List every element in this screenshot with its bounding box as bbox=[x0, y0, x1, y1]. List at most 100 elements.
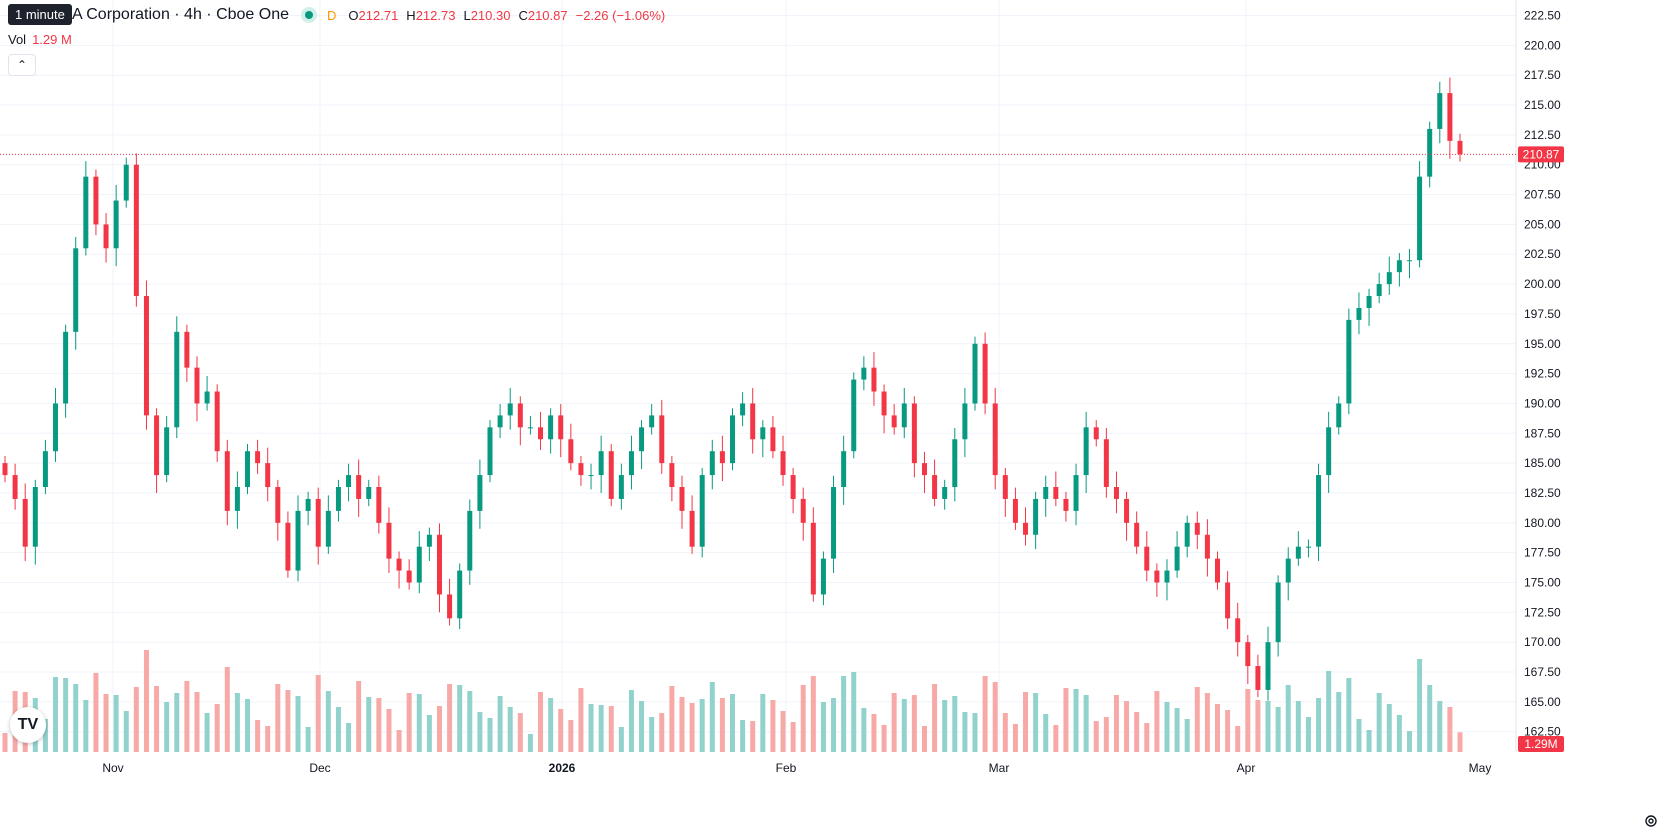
volume-bar bbox=[598, 705, 604, 752]
volume-bar bbox=[123, 711, 129, 752]
price-tick-label: 195.00 bbox=[1524, 337, 1561, 351]
volume-bar bbox=[709, 682, 715, 752]
low-value: 210.30 bbox=[470, 7, 511, 23]
candle-body bbox=[932, 475, 938, 499]
candle-body bbox=[649, 415, 655, 428]
volume-bar bbox=[507, 707, 513, 752]
volume-bar bbox=[83, 700, 89, 752]
candle-body bbox=[1103, 439, 1109, 488]
price-tick-label: 170.00 bbox=[1524, 635, 1561, 649]
volume-bar bbox=[1204, 693, 1210, 752]
open-value: 212.71 bbox=[358, 7, 399, 23]
candle-body bbox=[315, 498, 321, 547]
candle-body bbox=[1245, 642, 1251, 667]
volume-bar bbox=[538, 692, 544, 752]
close-label: C bbox=[518, 7, 528, 23]
candle-body bbox=[911, 403, 917, 464]
candle-body bbox=[689, 510, 695, 547]
time-tick-label: Mar bbox=[989, 761, 1010, 775]
candle-body bbox=[1033, 498, 1039, 535]
price-tick-label: 172.50 bbox=[1524, 605, 1561, 619]
candle-body bbox=[1386, 272, 1392, 285]
volume-bar bbox=[1063, 688, 1069, 752]
volume-bar bbox=[487, 718, 493, 752]
candle-body bbox=[174, 331, 180, 428]
candle-body bbox=[1255, 666, 1261, 690]
candle-body bbox=[255, 451, 261, 464]
price-tick-label: 212.50 bbox=[1524, 128, 1561, 142]
candle-body bbox=[416, 546, 422, 583]
volume-bar bbox=[63, 678, 69, 752]
volume-badge bbox=[1518, 736, 1564, 752]
volume-bar bbox=[770, 700, 776, 752]
volume-bar bbox=[1265, 701, 1271, 752]
price-tick-label: 197.50 bbox=[1524, 307, 1561, 321]
volume-bar bbox=[275, 684, 281, 752]
market-status-icon[interactable] bbox=[301, 7, 318, 23]
price-tick-label: 162.50 bbox=[1524, 725, 1561, 739]
candle-body bbox=[770, 427, 776, 452]
volume-bar bbox=[245, 699, 250, 752]
volume-bar bbox=[1144, 723, 1150, 752]
volume-bar bbox=[436, 706, 442, 752]
candle-body bbox=[1174, 546, 1180, 571]
tradingview-logo-icon[interactable]: TV bbox=[10, 707, 46, 743]
candle-body bbox=[1093, 427, 1099, 440]
price-tick-label: 167.50 bbox=[1524, 665, 1561, 679]
volume-bar bbox=[315, 675, 321, 752]
change-value: −2.26 (−1.06%) bbox=[575, 7, 666, 23]
chevron-up-icon: ⌃ bbox=[16, 58, 28, 72]
volume-bar bbox=[527, 734, 533, 752]
candle-body bbox=[133, 164, 139, 297]
candle-body bbox=[659, 415, 665, 464]
candle-body bbox=[245, 451, 250, 488]
candle-body bbox=[992, 403, 998, 476]
volume-bar bbox=[982, 676, 988, 752]
collapse-legend-button[interactable]: ⌃ bbox=[8, 54, 36, 76]
candle-body bbox=[517, 403, 523, 428]
volume-bar bbox=[679, 697, 685, 752]
price-tick-label: 220.00 bbox=[1524, 38, 1561, 52]
close-value: 210.87 bbox=[527, 7, 568, 23]
candle-body bbox=[1366, 296, 1372, 308]
time-tick-label: Nov bbox=[102, 761, 123, 775]
volume-bar bbox=[154, 686, 160, 752]
candle-body bbox=[386, 522, 392, 559]
price-tick-label: 202.50 bbox=[1524, 247, 1561, 261]
symbol-legend: A Corporation · 4h · Cboe One D O212.71 … bbox=[8, 6, 665, 24]
volume-bar bbox=[1457, 732, 1463, 752]
volume-bar bbox=[962, 712, 968, 752]
candle-body bbox=[1326, 427, 1332, 476]
volume-bar bbox=[952, 696, 958, 752]
volume-bar bbox=[305, 727, 311, 752]
volume-bar bbox=[1215, 704, 1220, 752]
candle-body bbox=[952, 439, 958, 488]
candle-body bbox=[436, 534, 442, 595]
volume-bar bbox=[204, 713, 210, 752]
volume-bar bbox=[517, 713, 523, 752]
market-open-dot bbox=[305, 11, 314, 19]
candle-body bbox=[113, 200, 119, 249]
volume-bar bbox=[295, 696, 301, 752]
candle-body bbox=[1417, 176, 1423, 261]
price-tick-label: 165.00 bbox=[1524, 695, 1561, 709]
gear-icon[interactable] bbox=[1644, 814, 1658, 828]
volume-bar bbox=[335, 707, 341, 752]
volume-bar bbox=[103, 694, 109, 752]
data-flag: D bbox=[327, 7, 337, 23]
symbol-title[interactable]: A Corporation · 4h · Cboe One bbox=[72, 6, 290, 23]
volume-bar bbox=[1235, 726, 1241, 752]
candle-body bbox=[1437, 93, 1443, 129]
candle-body bbox=[962, 403, 968, 440]
volume-bar bbox=[457, 685, 463, 752]
candle-body bbox=[143, 296, 149, 416]
candle-body bbox=[73, 248, 79, 332]
candle-body bbox=[12, 475, 18, 499]
volume-bar bbox=[901, 699, 907, 752]
candle-body bbox=[760, 427, 766, 440]
time-tick-label: 2026 bbox=[549, 761, 576, 775]
volume-bar bbox=[861, 708, 867, 752]
high-value: 212.73 bbox=[415, 7, 456, 23]
volume-bar bbox=[699, 699, 705, 752]
